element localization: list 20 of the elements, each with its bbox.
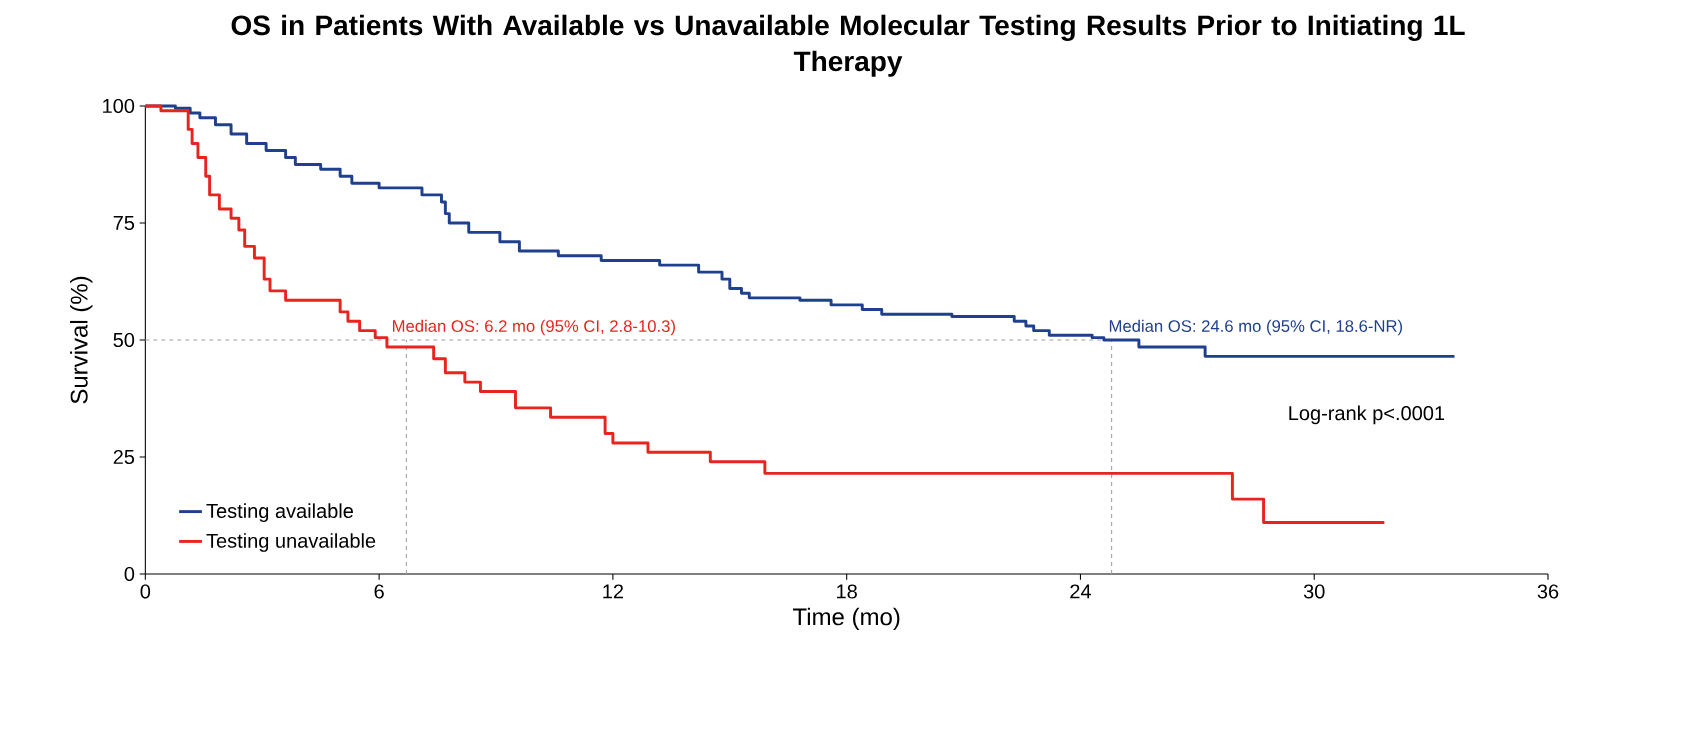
x-tick-label: 12 xyxy=(603,584,624,599)
x-tick-label: 6 xyxy=(374,584,384,599)
y-tick-label: 25 xyxy=(113,449,135,465)
x-tick-label: 24 xyxy=(1070,584,1091,599)
y-tick-label: 100 xyxy=(103,98,135,114)
x-tick-label: 36 xyxy=(1537,584,1559,599)
annotation: Log-rank p<.0001 xyxy=(1289,405,1445,425)
x-tick-label: 0 xyxy=(140,584,151,599)
y-tick-label: 50 xyxy=(113,332,135,348)
legend-label: Testing available xyxy=(206,503,353,522)
x-tick-label: 30 xyxy=(1303,584,1325,599)
x-tick-label: 18 xyxy=(837,584,857,599)
annotation: Median OS: 24.6 mo (95% CI, 18.6-NR) xyxy=(1109,319,1403,336)
y-tick-label: 0 xyxy=(124,566,135,582)
annotation: Median OS: 6.2 mo (95% CI, 2.8-10.3) xyxy=(392,319,675,336)
y-tick-label: 75 xyxy=(113,216,135,230)
x-axis-title: Time (mo) xyxy=(793,607,900,631)
legend-label: Testing unavailable xyxy=(206,533,376,552)
chart-title: OS in Patients With Available vs Unavailable Molecular Testing Results Prior to Initiating 1L Therapy xyxy=(231,14,1465,77)
y-axis-title: Survival (%) xyxy=(70,276,93,404)
